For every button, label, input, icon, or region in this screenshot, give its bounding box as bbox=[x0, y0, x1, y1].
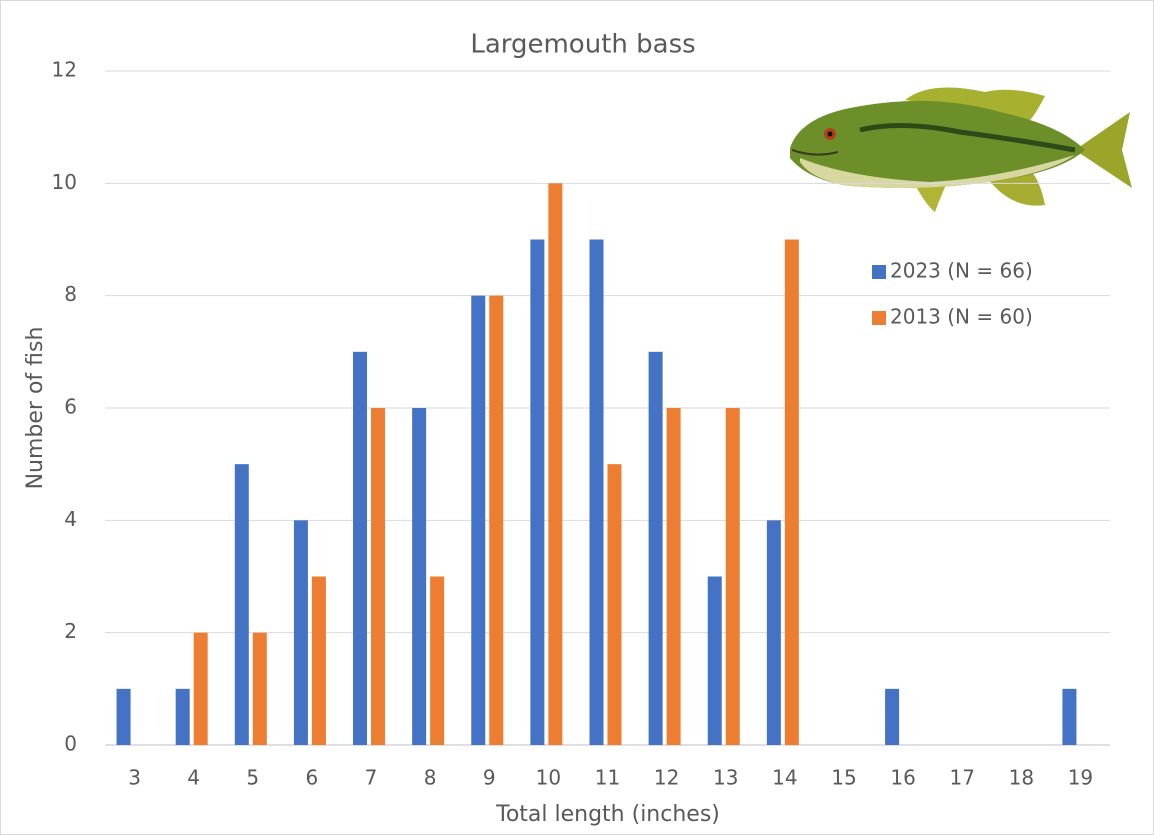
bar bbox=[885, 689, 899, 745]
bar bbox=[726, 408, 740, 745]
x-tick-label: 5 bbox=[246, 766, 259, 790]
x-tick-label: 14 bbox=[772, 766, 797, 790]
x-tick-label: 9 bbox=[483, 766, 496, 790]
x-tick-label: 11 bbox=[595, 766, 620, 790]
y-tick-label: 12 bbox=[52, 58, 77, 82]
bar bbox=[785, 240, 799, 746]
x-tick-label: 8 bbox=[424, 766, 437, 790]
bar bbox=[235, 464, 249, 745]
bar bbox=[194, 633, 208, 745]
x-axis-title: Total length (inches) bbox=[495, 802, 720, 827]
bar bbox=[530, 240, 544, 746]
x-tick-label: 12 bbox=[654, 766, 679, 790]
bar bbox=[353, 352, 367, 745]
y-tick-label: 10 bbox=[52, 170, 77, 194]
x-tick-label: 17 bbox=[949, 766, 974, 790]
x-tick-label: 4 bbox=[187, 766, 200, 790]
bar bbox=[253, 633, 267, 745]
legend-label: 2023 (N = 66) bbox=[890, 259, 1033, 283]
y-tick-label: 2 bbox=[64, 619, 77, 643]
bar bbox=[412, 408, 426, 745]
bar bbox=[649, 352, 663, 745]
x-tick-label: 13 bbox=[713, 766, 738, 790]
chart: Largemouth bass Total length (inches) Nu… bbox=[0, 0, 1154, 835]
bar bbox=[371, 408, 385, 745]
y-tick-label: 8 bbox=[64, 282, 77, 306]
y-axis-title: Number of fish bbox=[23, 327, 48, 490]
bar bbox=[590, 240, 604, 746]
bar bbox=[708, 577, 722, 746]
legend-swatch bbox=[872, 311, 886, 325]
x-tick-label: 18 bbox=[1009, 766, 1034, 790]
x-tick-label: 16 bbox=[890, 766, 915, 790]
x-tick-label: 10 bbox=[536, 766, 561, 790]
bar bbox=[176, 689, 190, 745]
bar bbox=[548, 183, 562, 745]
x-tick-label: 6 bbox=[306, 766, 319, 790]
x-tick-label: 3 bbox=[128, 766, 141, 790]
legend-label: 2013 (N = 60) bbox=[890, 305, 1033, 329]
x-tick-label: 15 bbox=[831, 766, 856, 790]
bar bbox=[117, 689, 131, 745]
y-tick-label: 6 bbox=[64, 395, 77, 419]
y-tick-label: 4 bbox=[64, 507, 77, 531]
bar bbox=[767, 520, 781, 745]
bar bbox=[471, 296, 485, 745]
bar bbox=[667, 408, 681, 745]
bar bbox=[608, 464, 622, 745]
chart-title: Largemouth bass bbox=[470, 30, 695, 60]
bar bbox=[312, 577, 326, 746]
bar bbox=[489, 296, 503, 745]
legend-swatch bbox=[872, 265, 886, 279]
x-tick-label: 19 bbox=[1068, 766, 1093, 790]
x-tick-label: 7 bbox=[365, 766, 378, 790]
bar bbox=[430, 577, 444, 746]
bar bbox=[294, 520, 308, 745]
y-tick-label: 0 bbox=[64, 732, 77, 756]
bar bbox=[1062, 689, 1076, 745]
